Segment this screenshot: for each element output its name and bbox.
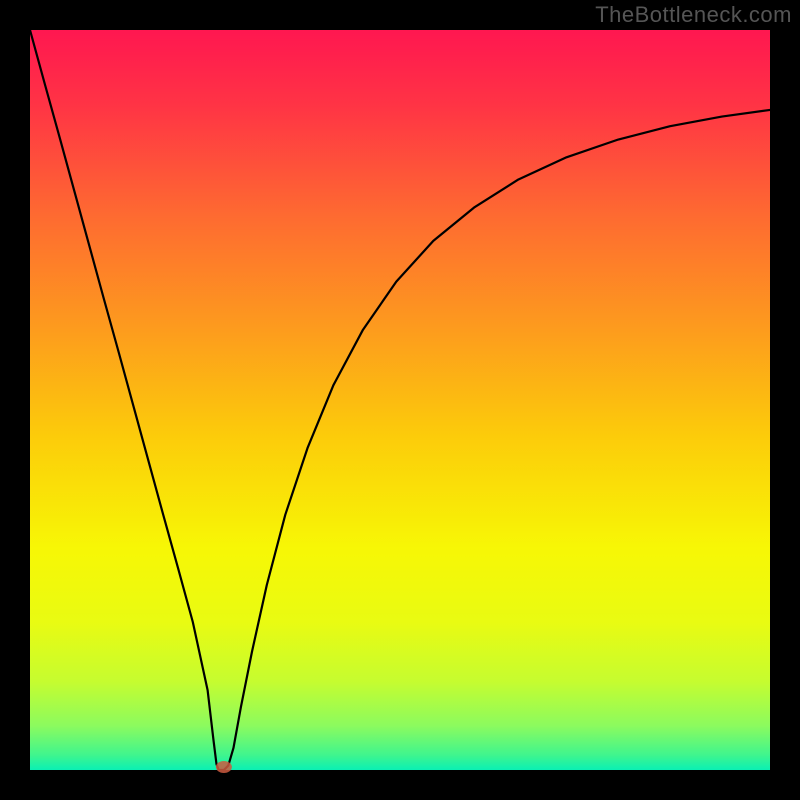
chart-container: TheBottleneck.com [0, 0, 800, 800]
minimum-marker [216, 761, 232, 773]
watermark-text: TheBottleneck.com [595, 2, 792, 28]
plot-background [30, 30, 770, 770]
bottleneck-chart [0, 0, 800, 800]
